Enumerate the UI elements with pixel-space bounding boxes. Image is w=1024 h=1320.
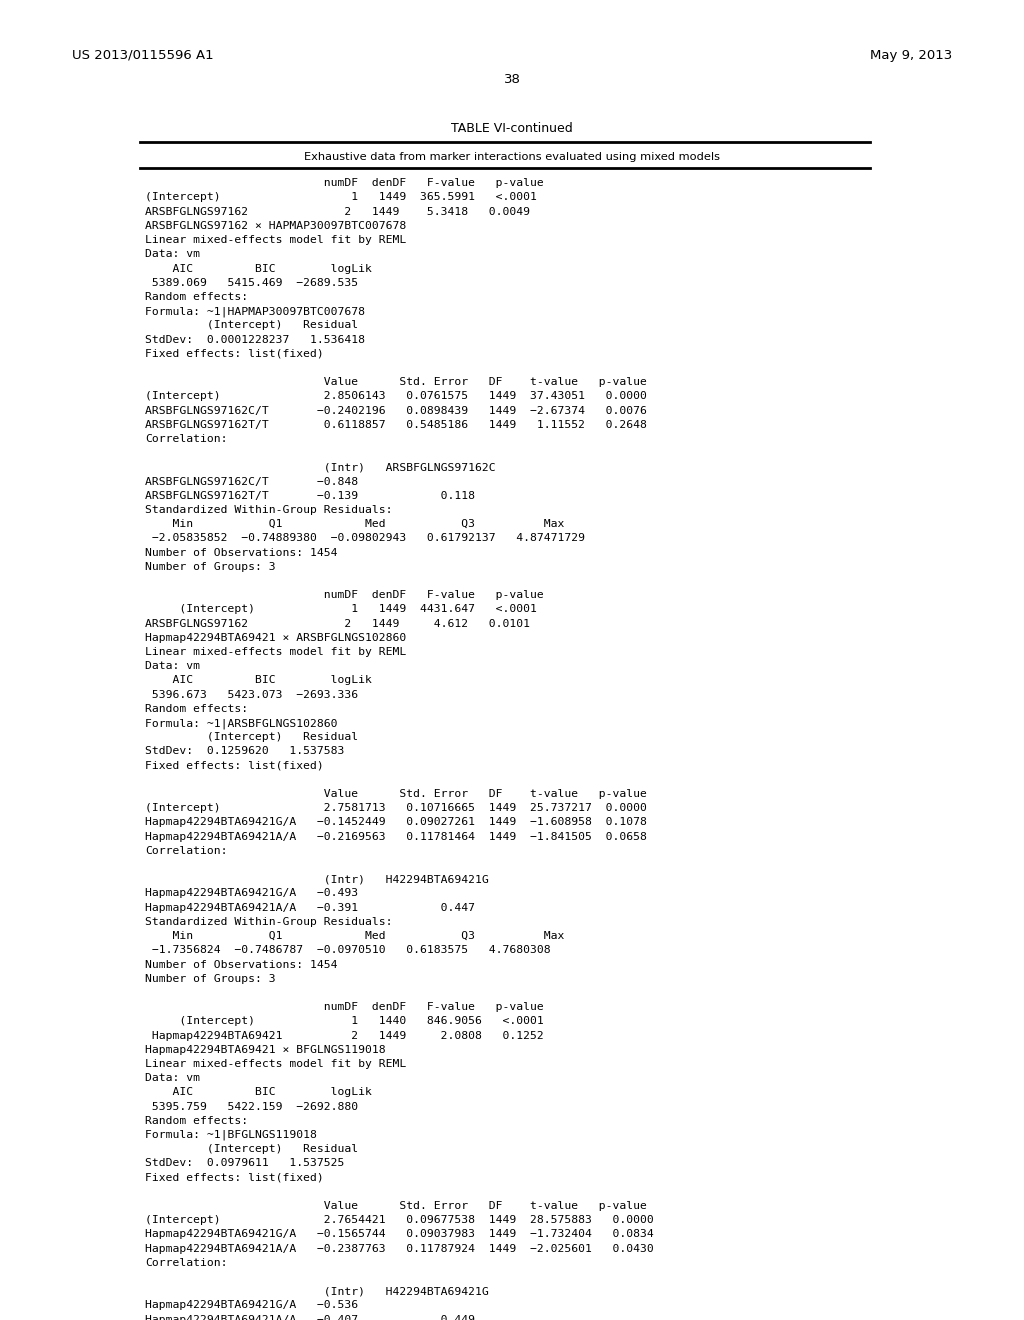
Text: Fixed effects: list(fixed): Fixed effects: list(fixed) bbox=[145, 348, 324, 359]
Text: Value      Std. Error   DF    t-value   p-value: Value Std. Error DF t-value p-value bbox=[145, 378, 647, 387]
Text: Hapmap42294BTA69421A/A   −0.2169563   0.11781464  1449  −1.841505  0.0658: Hapmap42294BTA69421A/A −0.2169563 0.1178… bbox=[145, 832, 647, 842]
Text: (Intercept)               2.7581713   0.10716665  1449  25.737217  0.0000: (Intercept) 2.7581713 0.10716665 1449 25… bbox=[145, 804, 647, 813]
Text: ARSBFGLNGS97162 × HAPMAP30097BTC007678: ARSBFGLNGS97162 × HAPMAP30097BTC007678 bbox=[145, 220, 407, 231]
Text: Linear mixed-effects model fit by REML: Linear mixed-effects model fit by REML bbox=[145, 647, 407, 657]
Text: Data: vm: Data: vm bbox=[145, 1073, 200, 1084]
Text: numDF  denDF   F-value   p-value: numDF denDF F-value p-value bbox=[145, 1002, 544, 1012]
Text: ARSBFGLNGS97162C/T       −0.848: ARSBFGLNGS97162C/T −0.848 bbox=[145, 477, 358, 487]
Text: Formula: ~1|BFGLNGS119018: Formula: ~1|BFGLNGS119018 bbox=[145, 1130, 316, 1140]
Text: ARSBFGLNGS97162T/T        0.6118857   0.5485186   1449   1.11552   0.2648: ARSBFGLNGS97162T/T 0.6118857 0.5485186 1… bbox=[145, 420, 647, 430]
Text: AIC         BIC        logLik: AIC BIC logLik bbox=[145, 676, 372, 685]
Text: ARSBFGLNGS97162              2   1449     4.612   0.0101: ARSBFGLNGS97162 2 1449 4.612 0.0101 bbox=[145, 619, 530, 628]
Text: 5396.673   5423.073  −2693.336: 5396.673 5423.073 −2693.336 bbox=[145, 689, 358, 700]
Text: TABLE VI-continued: TABLE VI-continued bbox=[452, 123, 572, 136]
Text: Hapmap42294BTA69421G/A   −0.1565744   0.09037983  1449  −1.732404   0.0834: Hapmap42294BTA69421G/A −0.1565744 0.0903… bbox=[145, 1229, 653, 1239]
Text: Fixed effects: list(fixed): Fixed effects: list(fixed) bbox=[145, 760, 324, 771]
Text: Number of Observations: 1454: Number of Observations: 1454 bbox=[145, 548, 338, 557]
Text: Hapmap42294BTA69421 × BFGLNGS119018: Hapmap42294BTA69421 × BFGLNGS119018 bbox=[145, 1044, 386, 1055]
Text: Min           Q1            Med           Q3          Max: Min Q1 Med Q3 Max bbox=[145, 519, 564, 529]
Text: ARSBFGLNGS97162T/T       −0.139            0.118: ARSBFGLNGS97162T/T −0.139 0.118 bbox=[145, 491, 475, 500]
Text: (Intercept)               2.8506143   0.0761575   1449  37.43051   0.0000: (Intercept) 2.8506143 0.0761575 1449 37.… bbox=[145, 391, 647, 401]
Text: Number of Groups: 3: Number of Groups: 3 bbox=[145, 974, 275, 983]
Text: ARSBFGLNGS97162C/T       −0.2402196   0.0898439   1449  −2.67374   0.0076: ARSBFGLNGS97162C/T −0.2402196 0.0898439 … bbox=[145, 405, 647, 416]
Text: Data: vm: Data: vm bbox=[145, 661, 200, 672]
Text: numDF  denDF   F-value   p-value: numDF denDF F-value p-value bbox=[145, 590, 544, 601]
Text: Number of Groups: 3: Number of Groups: 3 bbox=[145, 562, 275, 572]
Text: (Intercept)   Residual: (Intercept) Residual bbox=[145, 321, 358, 330]
Text: Linear mixed-effects model fit by REML: Linear mixed-effects model fit by REML bbox=[145, 1059, 407, 1069]
Text: Exhaustive data from marker interactions evaluated using mixed models: Exhaustive data from marker interactions… bbox=[304, 152, 720, 162]
Text: Correlation:: Correlation: bbox=[145, 1258, 227, 1267]
Text: 5395.759   5422.159  −2692.880: 5395.759 5422.159 −2692.880 bbox=[145, 1102, 358, 1111]
Text: (Intr)   H42294BTA69421G: (Intr) H42294BTA69421G bbox=[145, 1286, 488, 1296]
Text: Hapmap42294BTA69421G/A   −0.493: Hapmap42294BTA69421G/A −0.493 bbox=[145, 888, 358, 899]
Text: Random effects:: Random effects: bbox=[145, 1115, 248, 1126]
Text: Hapmap42294BTA69421A/A   −0.391            0.447: Hapmap42294BTA69421A/A −0.391 0.447 bbox=[145, 903, 475, 912]
Text: 38: 38 bbox=[504, 74, 520, 87]
Text: Correlation:: Correlation: bbox=[145, 846, 227, 855]
Text: Hapmap42294BTA69421A/A   −0.2387763   0.11787924  1449  −2.025601   0.0430: Hapmap42294BTA69421A/A −0.2387763 0.1178… bbox=[145, 1243, 653, 1254]
Text: Value      Std. Error   DF    t-value   p-value: Value Std. Error DF t-value p-value bbox=[145, 789, 647, 799]
Text: US 2013/0115596 A1: US 2013/0115596 A1 bbox=[72, 49, 214, 62]
Text: Data: vm: Data: vm bbox=[145, 249, 200, 259]
Text: StdDev:  0.0979611   1.537525: StdDev: 0.0979611 1.537525 bbox=[145, 1159, 344, 1168]
Text: 5389.069   5415.469  −2689.535: 5389.069 5415.469 −2689.535 bbox=[145, 277, 358, 288]
Text: AIC         BIC        logLik: AIC BIC logLik bbox=[145, 264, 372, 273]
Text: Value      Std. Error   DF    t-value   p-value: Value Std. Error DF t-value p-value bbox=[145, 1201, 647, 1210]
Text: Random effects:: Random effects: bbox=[145, 704, 248, 714]
Text: (Intercept)              1   1449  4431.647   <.0001: (Intercept) 1 1449 4431.647 <.0001 bbox=[145, 605, 537, 614]
Text: May 9, 2013: May 9, 2013 bbox=[869, 49, 952, 62]
Text: Formula: ~1|ARSBFGLNGS102860: Formula: ~1|ARSBFGLNGS102860 bbox=[145, 718, 338, 729]
Text: (Intercept)              1   1440   846.9056   <.0001: (Intercept) 1 1440 846.9056 <.0001 bbox=[145, 1016, 544, 1027]
Text: StdDev:  0.1259620   1.537583: StdDev: 0.1259620 1.537583 bbox=[145, 746, 344, 756]
Text: Hapmap42294BTA69421 × ARSBFGLNGS102860: Hapmap42294BTA69421 × ARSBFGLNGS102860 bbox=[145, 632, 407, 643]
Text: Min           Q1            Med           Q3          Max: Min Q1 Med Q3 Max bbox=[145, 931, 564, 941]
Text: Hapmap42294BTA69421          2   1449     2.0808   0.1252: Hapmap42294BTA69421 2 1449 2.0808 0.1252 bbox=[145, 1031, 544, 1040]
Text: Linear mixed-effects model fit by REML: Linear mixed-effects model fit by REML bbox=[145, 235, 407, 246]
Text: Random effects:: Random effects: bbox=[145, 292, 248, 302]
Text: StdDev:  0.0001228237   1.536418: StdDev: 0.0001228237 1.536418 bbox=[145, 334, 365, 345]
Text: (Intercept)   Residual: (Intercept) Residual bbox=[145, 1144, 358, 1154]
Text: Hapmap42294BTA69421A/A   −0.407            0.449: Hapmap42294BTA69421A/A −0.407 0.449 bbox=[145, 1315, 475, 1320]
Text: Hapmap42294BTA69421G/A   −0.536: Hapmap42294BTA69421G/A −0.536 bbox=[145, 1300, 358, 1311]
Text: Standardized Within-Group Residuals:: Standardized Within-Group Residuals: bbox=[145, 506, 392, 515]
Text: −2.05835852  −0.74889380  −0.09802943   0.61792137   4.87471729: −2.05835852 −0.74889380 −0.09802943 0.61… bbox=[145, 533, 585, 544]
Text: −1.7356824  −0.7486787  −0.0970510   0.6183575   4.7680308: −1.7356824 −0.7486787 −0.0970510 0.61835… bbox=[145, 945, 551, 956]
Text: ARSBFGLNGS97162              2   1449    5.3418   0.0049: ARSBFGLNGS97162 2 1449 5.3418 0.0049 bbox=[145, 207, 530, 216]
Text: AIC         BIC        logLik: AIC BIC logLik bbox=[145, 1088, 372, 1097]
Text: (Intr)   H42294BTA69421G: (Intr) H42294BTA69421G bbox=[145, 874, 488, 884]
Text: Hapmap42294BTA69421G/A   −0.1452449   0.09027261  1449  −1.608958  0.1078: Hapmap42294BTA69421G/A −0.1452449 0.0902… bbox=[145, 817, 647, 828]
Text: (Intercept)   Residual: (Intercept) Residual bbox=[145, 733, 358, 742]
Text: (Intercept)                   1   1449  365.5991   <.0001: (Intercept) 1 1449 365.5991 <.0001 bbox=[145, 193, 537, 202]
Text: (Intr)   ARSBFGLNGS97162C: (Intr) ARSBFGLNGS97162C bbox=[145, 462, 496, 473]
Text: Correlation:: Correlation: bbox=[145, 434, 227, 444]
Text: (Intercept)               2.7654421   0.09677538  1449  28.575883   0.0000: (Intercept) 2.7654421 0.09677538 1449 28… bbox=[145, 1216, 653, 1225]
Text: Formula: ~1|HAPMAP30097BTC007678: Formula: ~1|HAPMAP30097BTC007678 bbox=[145, 306, 365, 317]
Text: Number of Observations: 1454: Number of Observations: 1454 bbox=[145, 960, 338, 969]
Text: Fixed effects: list(fixed): Fixed effects: list(fixed) bbox=[145, 1172, 324, 1183]
Text: numDF  denDF   F-value   p-value: numDF denDF F-value p-value bbox=[145, 178, 544, 189]
Text: Standardized Within-Group Residuals:: Standardized Within-Group Residuals: bbox=[145, 917, 392, 927]
